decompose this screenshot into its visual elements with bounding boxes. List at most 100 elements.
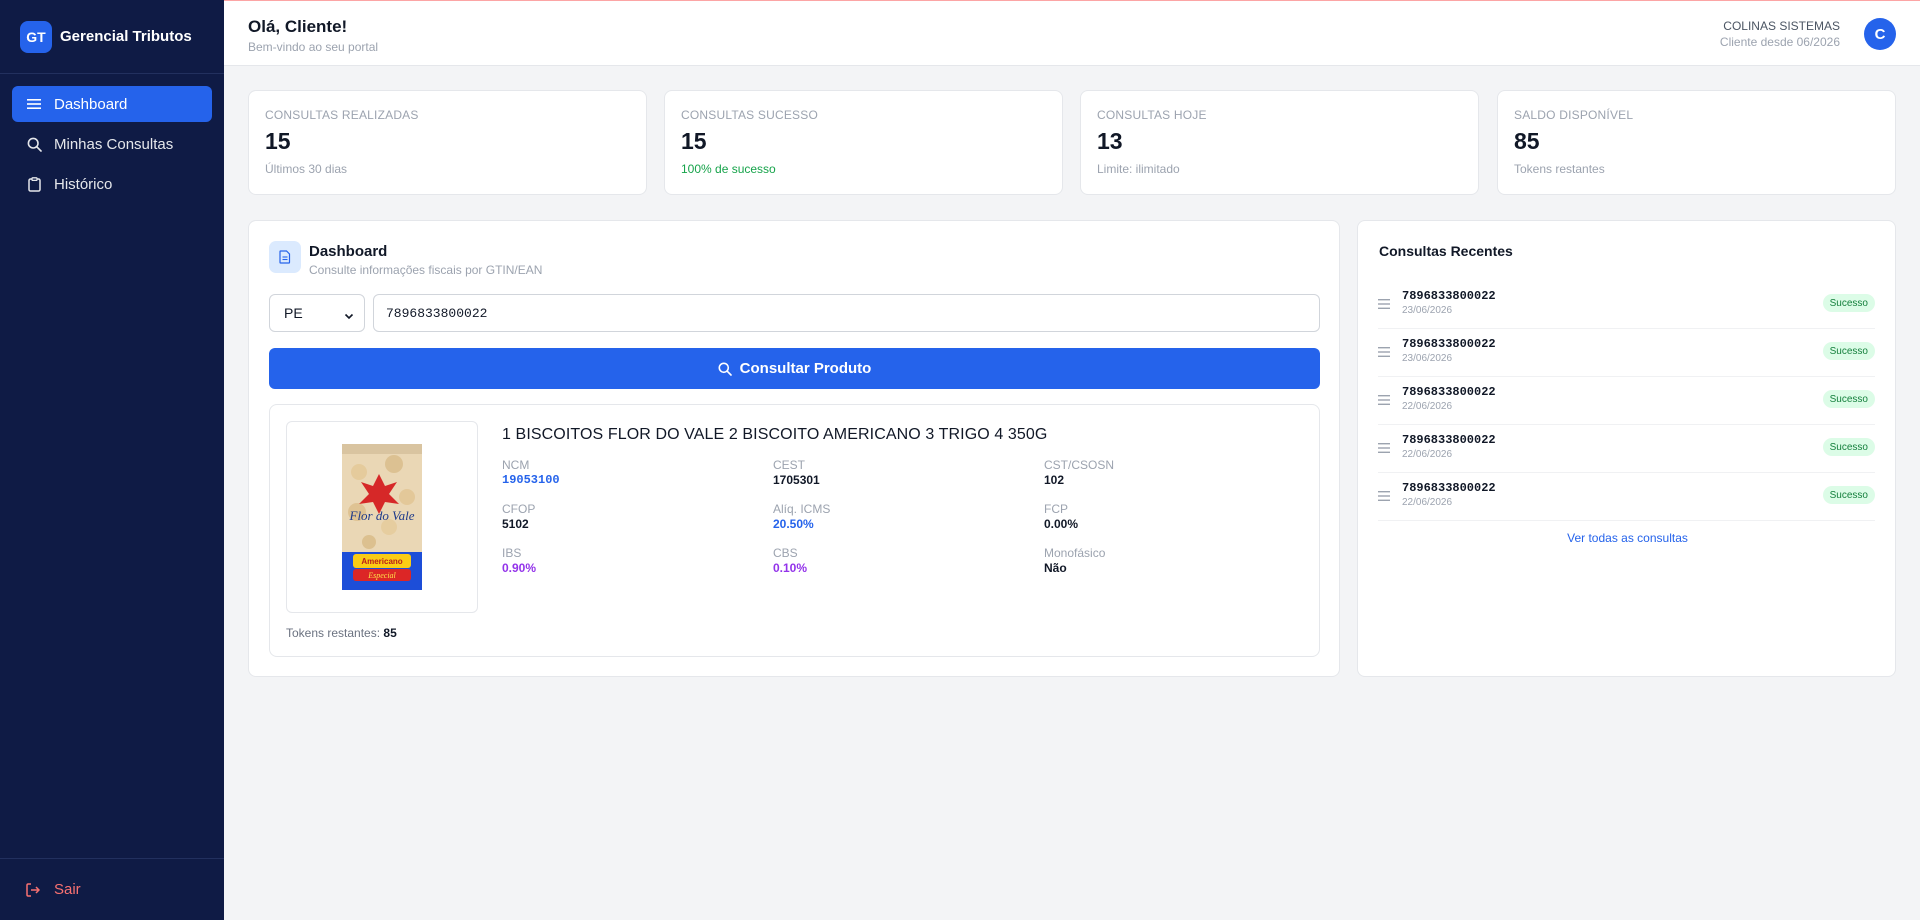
stat-label: CONSULTAS HOJE bbox=[1097, 108, 1207, 122]
sidebar-item-dashboard[interactable]: Dashboard bbox=[12, 86, 212, 122]
sidebar: GT Gerencial Tributos Dashboard Minhas C… bbox=[0, 0, 224, 920]
gtin-input[interactable] bbox=[373, 294, 1320, 332]
sidebar-item-minhas-consultas[interactable]: Minhas Consultas bbox=[12, 126, 212, 162]
attr-label: CFOP bbox=[502, 502, 536, 516]
tokens-remaining: Tokens restantes: 85 bbox=[286, 626, 397, 640]
stat-card-consultas-sucesso: CONSULTAS SUCESSO 15 100% de sucesso bbox=[664, 90, 1063, 195]
recent-date: 23/06/2026 bbox=[1402, 305, 1453, 316]
chevron-down-icon bbox=[344, 308, 354, 324]
attr-label: CST/CSOSN bbox=[1044, 458, 1115, 472]
button-label: Consultar Produto bbox=[739, 360, 872, 377]
recent-date: 23/06/2026 bbox=[1402, 353, 1453, 364]
search-icon bbox=[718, 362, 732, 376]
status-badge: Sucesso bbox=[1822, 294, 1875, 312]
stat-card-saldo-disponivel: SALDO DISPONÍVEL 85 Tokens restantes bbox=[1497, 90, 1896, 195]
logout-button[interactable]: Sair bbox=[0, 858, 224, 920]
attr-value: 5102 bbox=[502, 517, 529, 531]
sidebar-item-historico[interactable]: Histórico bbox=[12, 166, 212, 202]
stat-note: Últimos 30 dias bbox=[265, 162, 348, 176]
stat-note: Limite: ilimitado bbox=[1097, 162, 1180, 176]
attr-label: NCM bbox=[502, 458, 530, 472]
product-image-label: Americano bbox=[361, 557, 402, 566]
top-header: Olá, Cliente! Bem-vindo ao seu portal CO… bbox=[224, 0, 1920, 66]
search-icon bbox=[26, 136, 42, 152]
product-name: 1 BISCOITOS FLOR DO VALE 2 BISCOITO AMER… bbox=[502, 426, 1048, 443]
document-icon bbox=[269, 241, 301, 273]
list-item[interactable]: 7896833800022 23/06/2026 Sucesso bbox=[1378, 329, 1875, 377]
consultar-produto-button[interactable]: Consultar Produto bbox=[269, 348, 1320, 389]
logout-icon bbox=[26, 882, 40, 897]
attr-fcp: FCP 0.00% bbox=[1044, 502, 1294, 531]
stat-value: 13 bbox=[1097, 128, 1123, 154]
avatar[interactable]: C bbox=[1864, 18, 1896, 50]
attr-value: 1705301 bbox=[773, 473, 820, 487]
recent-code: 7896833800022 bbox=[1402, 433, 1496, 447]
tokens-value: 85 bbox=[383, 626, 397, 640]
attr-cst-csosn: CST/CSOSN 102 bbox=[1044, 458, 1294, 487]
sidebar-item-label: Minhas Consultas bbox=[54, 135, 174, 153]
list-icon bbox=[1378, 440, 1390, 458]
stat-label: CONSULTAS SUCESSO bbox=[681, 108, 818, 122]
attr-value: 20.50% bbox=[773, 517, 814, 531]
stat-label: SALDO DISPONÍVEL bbox=[1514, 108, 1634, 122]
stat-value: 15 bbox=[681, 128, 707, 154]
attr-label: FCP bbox=[1044, 502, 1068, 516]
attr-aliq-icms: Alíq. ICMS 20.50% bbox=[773, 502, 1023, 531]
logout-label: Sair bbox=[54, 881, 81, 898]
recent-date: 22/06/2026 bbox=[1402, 449, 1453, 460]
list-item[interactable]: 7896833800022 22/06/2026 Sucesso bbox=[1378, 377, 1875, 425]
see-all-consultations-link[interactable]: Ver todas as consultas bbox=[1567, 531, 1688, 545]
brand: GT Gerencial Tributos bbox=[0, 0, 224, 74]
attr-ncm: NCM 19053100 bbox=[502, 458, 752, 487]
greeting-title: Olá, Cliente! bbox=[248, 17, 348, 36]
menu-icon bbox=[26, 96, 42, 112]
client-since: Cliente desde 06/2026 bbox=[1719, 35, 1840, 49]
list-icon bbox=[1378, 344, 1390, 362]
status-badge: Sucesso bbox=[1822, 486, 1875, 504]
recent-list: 7896833800022 23/06/2026 Sucesso 7896833… bbox=[1378, 281, 1875, 521]
sidebar-nav: Dashboard Minhas Consultas Histórico bbox=[0, 74, 224, 202]
list-item[interactable]: 7896833800022 22/06/2026 Sucesso bbox=[1378, 473, 1875, 521]
recent-title: Consultas Recentes bbox=[1379, 243, 1513, 259]
list-item[interactable]: 7896833800022 23/06/2026 Sucesso bbox=[1378, 281, 1875, 329]
clipboard-icon bbox=[26, 176, 42, 192]
user-info: COLINAS SISTEMAS Cliente desde 06/2026 bbox=[1720, 19, 1840, 49]
attr-label: Monofásico bbox=[1044, 546, 1106, 560]
attr-value: Não bbox=[1044, 561, 1067, 575]
recent-date: 22/06/2026 bbox=[1402, 497, 1453, 508]
uf-select[interactable]: PE bbox=[269, 294, 365, 332]
consulta-panel: Dashboard Consulte informações fiscais p… bbox=[248, 220, 1340, 677]
attr-value: 0.10% bbox=[773, 561, 808, 575]
attr-cest: CEST 1705301 bbox=[773, 458, 1023, 487]
stat-card-consultas-hoje: CONSULTAS HOJE 13 Limite: ilimitado bbox=[1080, 90, 1479, 195]
stat-label: CONSULTAS REALIZADAS bbox=[265, 108, 419, 122]
stat-note: Tokens restantes bbox=[1514, 162, 1605, 176]
stat-value: 15 bbox=[265, 128, 291, 154]
status-badge: Sucesso bbox=[1822, 438, 1875, 456]
stat-card-consultas-realizadas: CONSULTAS REALIZADAS 15 Últimos 30 dias bbox=[248, 90, 647, 195]
attr-cfop: CFOP 5102 bbox=[502, 502, 752, 531]
list-icon bbox=[1378, 296, 1390, 314]
company-name: COLINAS SISTEMAS bbox=[1723, 19, 1840, 33]
attr-value: 102 bbox=[1044, 473, 1065, 487]
status-badge: Sucesso bbox=[1822, 390, 1875, 408]
recent-date: 22/06/2026 bbox=[1402, 401, 1453, 412]
attr-value: 19053100 bbox=[502, 473, 560, 487]
tokens-label: Tokens restantes: bbox=[286, 626, 381, 640]
recent-code: 7896833800022 bbox=[1402, 337, 1496, 351]
brand-logo: GT bbox=[20, 20, 52, 53]
list-item[interactable]: 7896833800022 22/06/2026 Sucesso bbox=[1378, 425, 1875, 473]
panel-subtitle: Consulte informações fiscais por GTIN/EA… bbox=[309, 263, 543, 277]
recent-consultations-panel: Consultas Recentes 7896833800022 23/06/2… bbox=[1357, 220, 1896, 677]
product-result-card: Flor do Vale Americano Especial 1 BISCOI… bbox=[269, 404, 1320, 657]
product-image: Flor do Vale Americano Especial bbox=[286, 421, 478, 613]
greeting-subtitle: Bem-vindo ao seu portal bbox=[248, 40, 379, 54]
recent-code: 7896833800022 bbox=[1402, 385, 1496, 399]
status-badge: Sucesso bbox=[1822, 342, 1875, 360]
attr-label: CEST bbox=[773, 458, 806, 472]
attr-ibs: IBS 0.90% bbox=[502, 546, 752, 575]
attr-cbs: CBS 0.10% bbox=[773, 546, 1023, 575]
attr-label: Alíq. ICMS bbox=[773, 502, 831, 516]
attr-label: CBS bbox=[773, 546, 798, 560]
attr-monofasico: Monofásico Não bbox=[1044, 546, 1294, 575]
